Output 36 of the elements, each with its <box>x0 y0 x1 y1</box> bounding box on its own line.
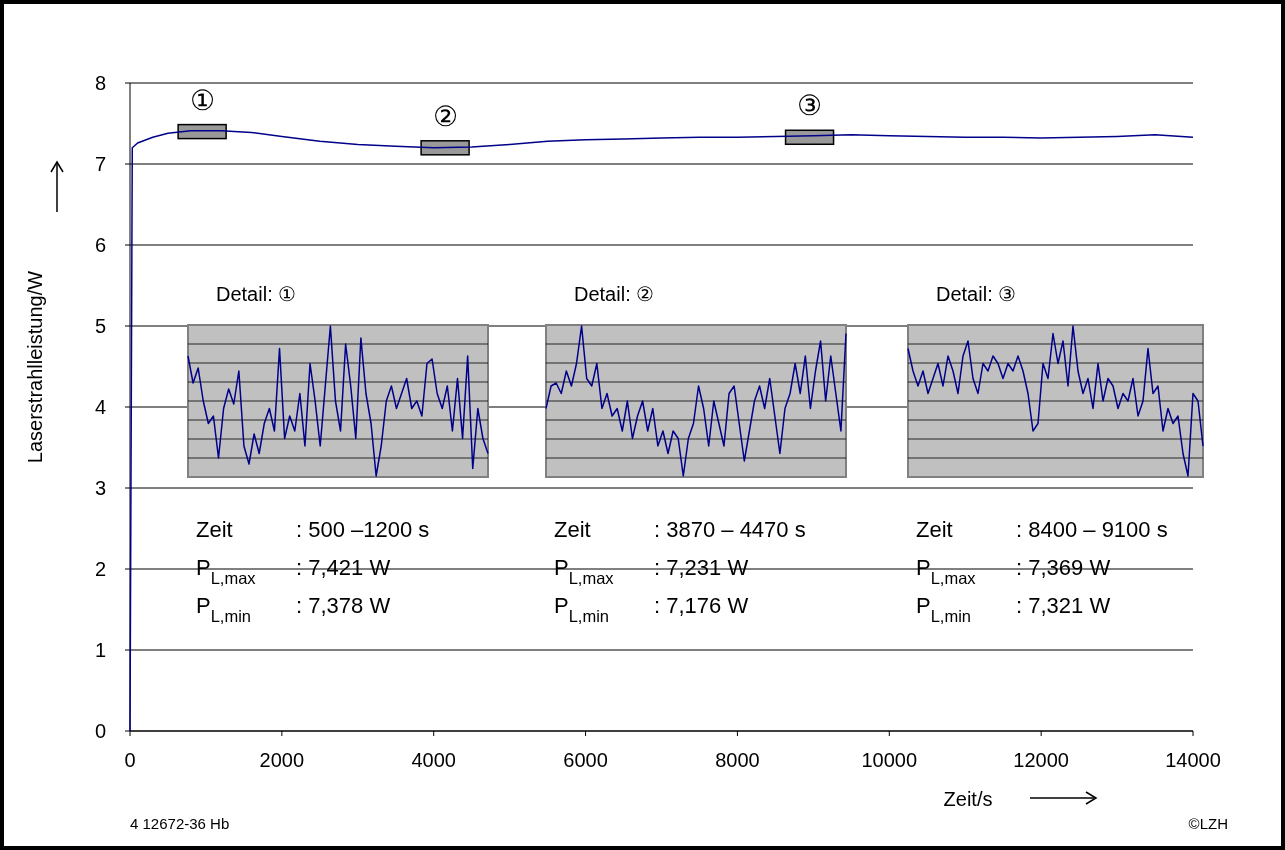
annotation: ① <box>189 84 215 116</box>
x-axis-title: Zeit/s <box>943 788 993 810</box>
y-tick-label: 2 <box>94 558 106 580</box>
chart-title: Detail: ③ <box>936 283 1017 305</box>
x-tick-label: 2000 <box>259 749 305 771</box>
y-tick-label: 5 <box>94 315 106 337</box>
text: Zeit : 8400 – 9100 s <box>916 517 1168 542</box>
text: P$_{L,max}$ : 7,369 W <box>916 555 1111 587</box>
text: Zeit : 3870 – 4470 s <box>554 517 806 542</box>
text: P$_{L,min}$ : 7,378 W <box>196 593 391 625</box>
y-axis-title: Laserstrahlleistung/W <box>24 270 46 464</box>
x-tick-label: 6000 <box>563 749 608 771</box>
x-tick-label: 10000 <box>861 749 918 771</box>
x-tick-label: 14000 <box>1165 749 1221 771</box>
y-tick-label: 3 <box>94 477 106 499</box>
x-tick-label: 0 <box>124 749 136 771</box>
x-tick-label: 4000 <box>411 749 456 771</box>
y-tick-label: 1 <box>94 639 106 661</box>
chart-title: Detail: ② <box>574 283 655 305</box>
annotation: ③ <box>797 90 823 122</box>
x-tick-label: 8000 <box>715 749 760 771</box>
text: Zeit : 500 –1200 s <box>196 517 430 542</box>
annotation: ② <box>432 100 458 132</box>
y-tick-label: 6 <box>94 234 106 256</box>
text: ©LZH <box>1188 815 1228 832</box>
text: P$_{L,min}$ : 7,176 W <box>554 593 749 625</box>
text: P$_{L,max}$ : 7,421 W <box>196 555 391 587</box>
y-tick-label: 8 <box>94 72 106 94</box>
text: 4 12672-36 Hb <box>130 815 230 832</box>
y-tick-label: 7 <box>94 153 106 175</box>
y-tick-label: 0 <box>94 720 106 742</box>
y-tick-label: 4 <box>94 396 106 418</box>
x-tick-label: 12000 <box>1013 749 1069 771</box>
text: P$_{L,max}$ : 7,231 W <box>554 555 749 587</box>
chart-title: Detail: ① <box>216 283 297 305</box>
text: P$_{L,min}$ : 7,321 W <box>916 593 1111 625</box>
